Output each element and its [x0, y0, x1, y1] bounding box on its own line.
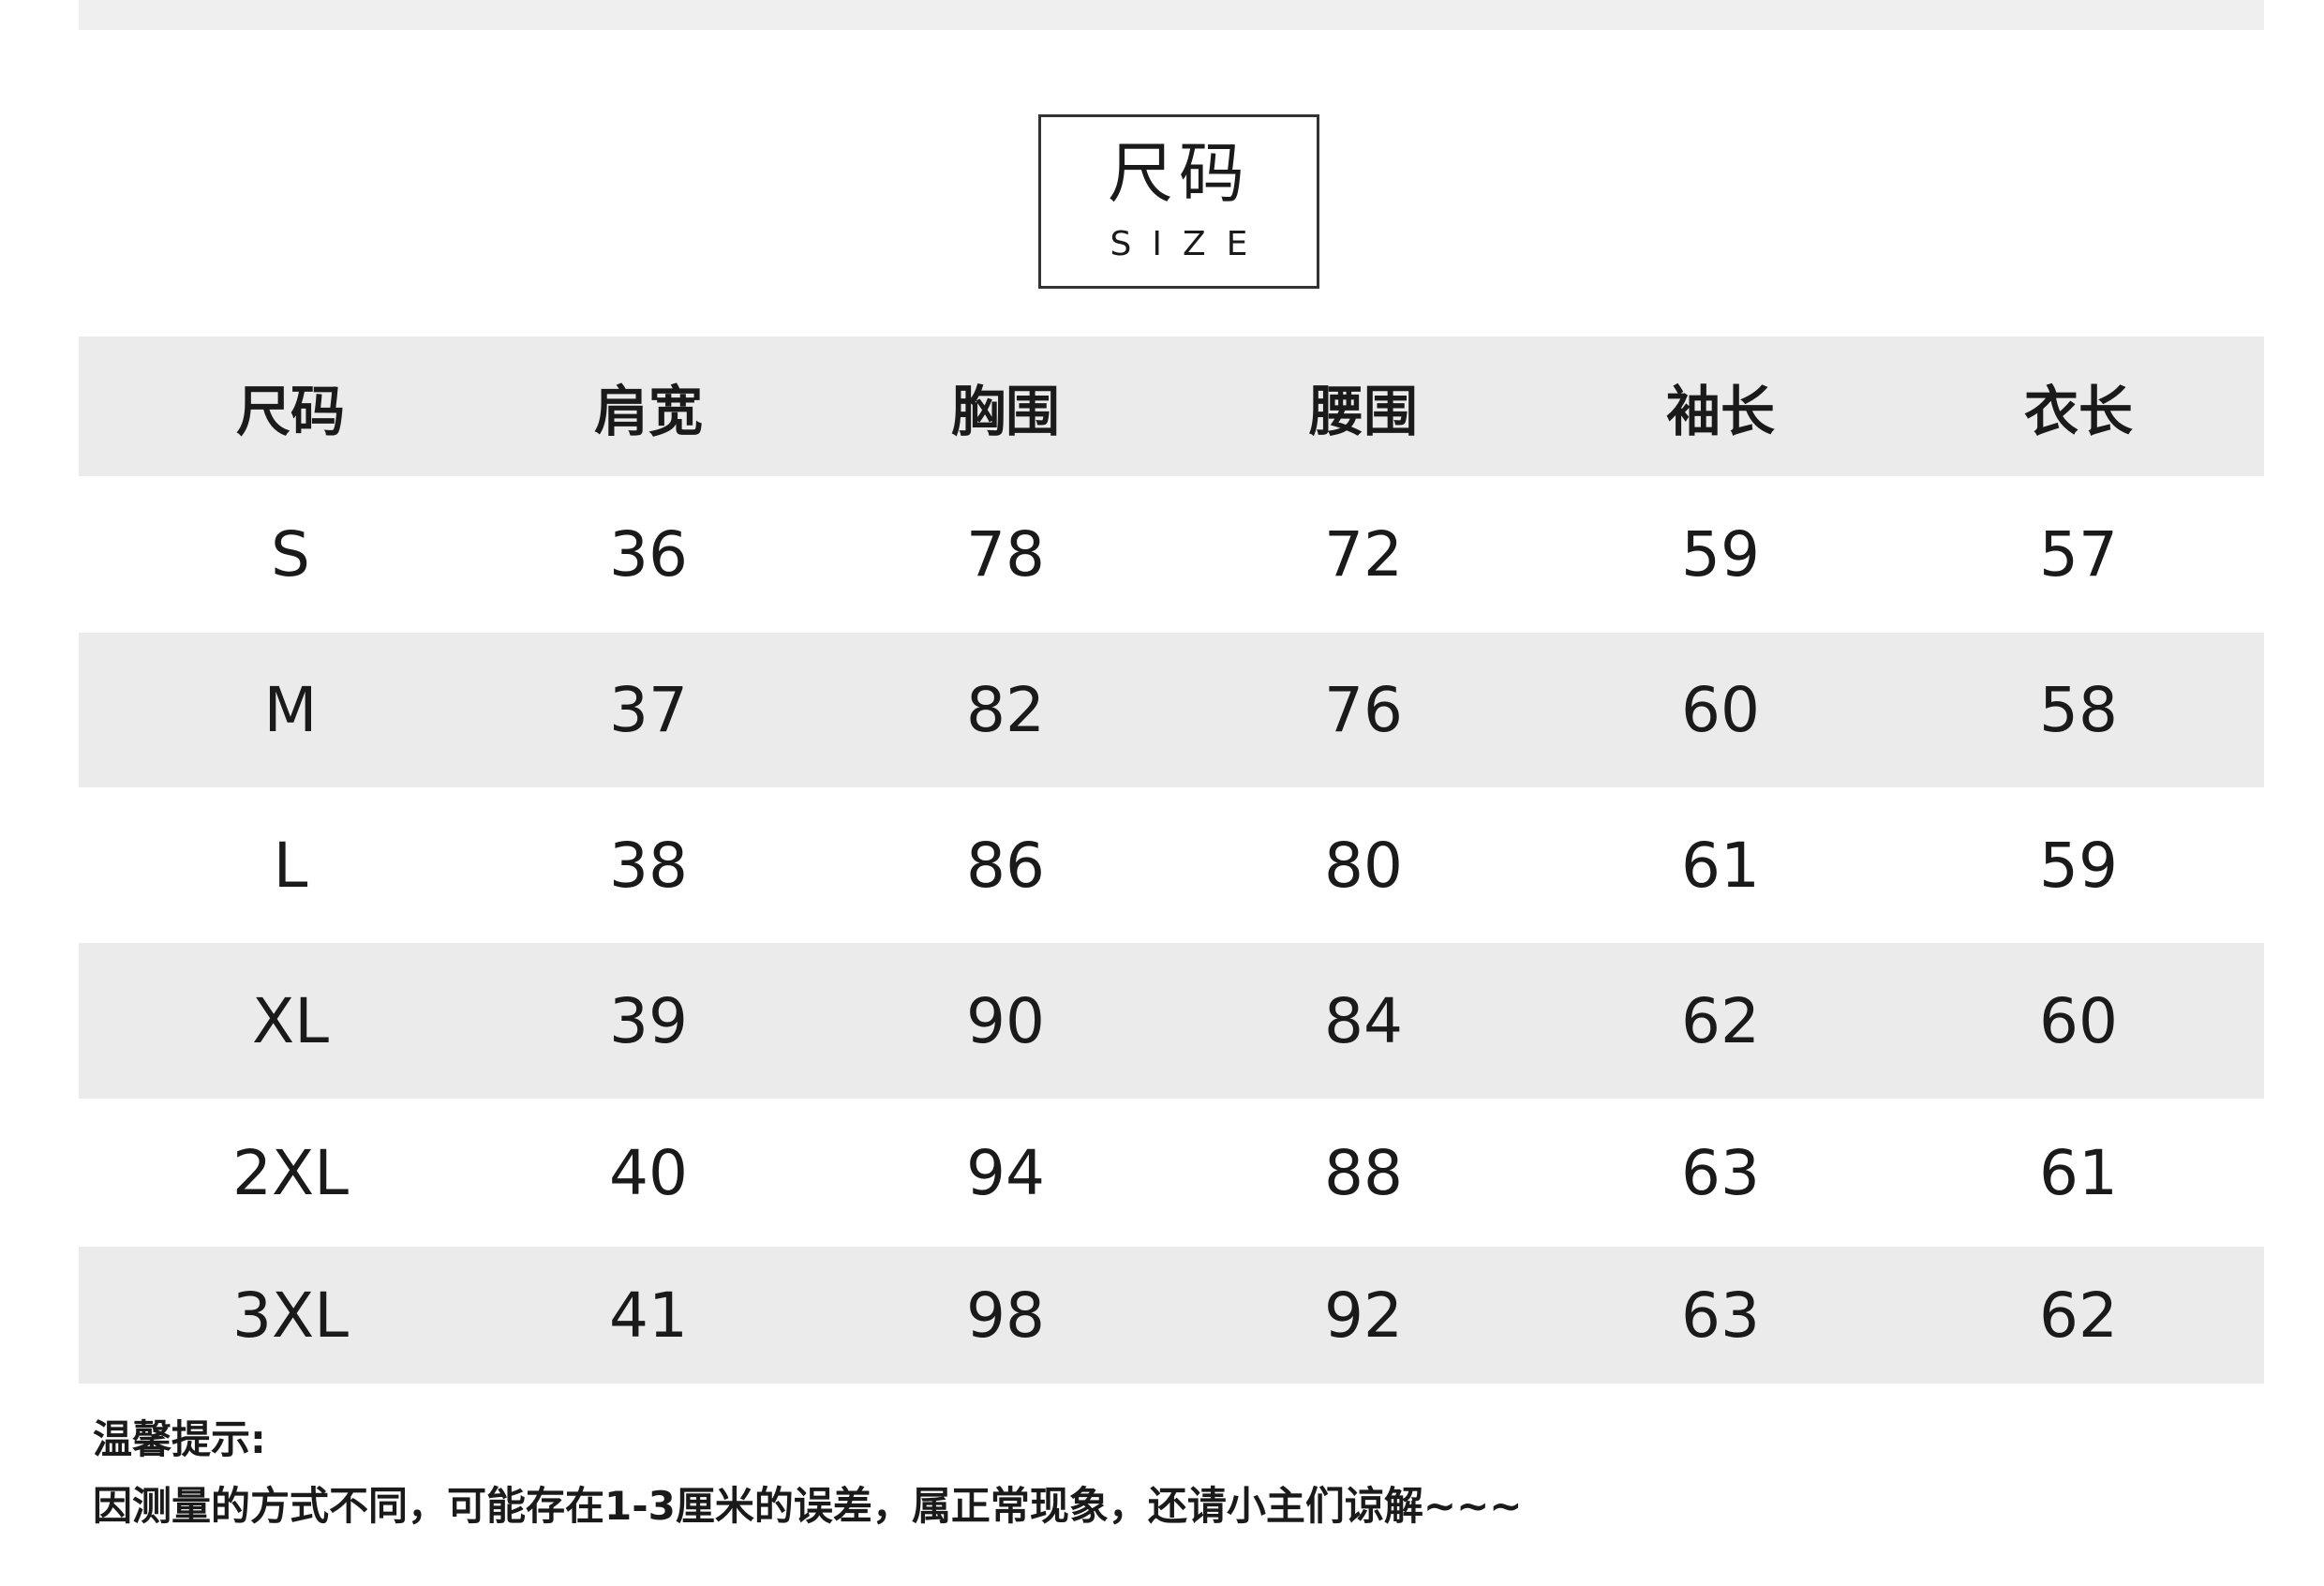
top-divider-band — [79, 0, 2264, 30]
table-cell: 62 — [2039, 1279, 2118, 1352]
table-cell: 63 — [1681, 1279, 1760, 1352]
column-header: 腰围 — [1308, 379, 1418, 443]
table-cell: 60 — [2039, 984, 2118, 1057]
table-cell: 61 — [2039, 1136, 2118, 1209]
table-cell: 92 — [1324, 1279, 1403, 1352]
table-cell: XL — [252, 984, 329, 1057]
table-cell: 82 — [966, 674, 1045, 746]
table-cell: 90 — [966, 984, 1045, 1057]
table-cell: L — [273, 829, 308, 902]
table-cell: 86 — [966, 829, 1045, 902]
table-row: 2XL 40 94 88 63 61 — [79, 1099, 2264, 1247]
table-cell: 98 — [966, 1279, 1045, 1352]
table-cell: 63 — [1681, 1136, 1760, 1209]
column-header: 肩宽 — [593, 379, 703, 443]
title-english: SIZE — [1110, 225, 1269, 263]
column-header: 胸围 — [950, 379, 1060, 443]
table-cell: 88 — [1324, 1136, 1403, 1209]
table-cell: 37 — [609, 674, 688, 746]
table-cell: 94 — [966, 1136, 1045, 1209]
table-cell: M — [263, 674, 318, 746]
table-cell: 58 — [2039, 674, 2118, 746]
table-cell: 57 — [2039, 518, 2118, 591]
table-cell: 76 — [1324, 674, 1403, 746]
table-cell: 84 — [1324, 984, 1403, 1057]
table-cell: 41 — [609, 1279, 688, 1352]
table-cell: 40 — [609, 1136, 688, 1209]
table-cell: 60 — [1681, 674, 1760, 746]
table-row: S 36 78 72 59 57 — [79, 476, 2264, 633]
column-header: 袖长 — [1665, 379, 1775, 443]
table-cell: 80 — [1324, 829, 1403, 902]
table-header-row: 尺码 肩宽 胸围 腰围 袖长 衣长 — [79, 337, 2264, 476]
table-cell: 72 — [1324, 518, 1403, 591]
size-title-box: 尺码 SIZE — [1038, 114, 1319, 289]
table-cell: 3XL — [232, 1279, 349, 1352]
column-header: 衣长 — [2023, 379, 2133, 443]
title-chinese: 尺码 — [1108, 135, 1250, 212]
table-row: 3XL 41 98 92 63 62 — [79, 1247, 2264, 1384]
notes-heading: 温馨提示: — [93, 1416, 266, 1462]
table-row: L 38 86 80 61 59 — [79, 787, 2264, 943]
notes-body: 因测量的方式不同，可能存在1-3厘米的误差，属正常现象，还请小主们谅解~~~ — [93, 1483, 1523, 1529]
table-cell: 61 — [1681, 829, 1760, 902]
table-cell: S — [271, 518, 310, 591]
table-cell: 62 — [1681, 984, 1760, 1057]
table-cell: 78 — [966, 518, 1045, 591]
table-cell: 38 — [609, 829, 688, 902]
table-row: M 37 82 76 60 58 — [79, 633, 2264, 787]
table-cell: 2XL — [232, 1136, 349, 1209]
table-cell: 39 — [609, 984, 688, 1057]
table-cell: 59 — [1681, 518, 1760, 591]
table-cell: 59 — [2039, 829, 2118, 902]
table-row: XL 39 90 84 62 60 — [79, 943, 2264, 1099]
column-header: 尺码 — [235, 379, 345, 443]
table-cell: 36 — [609, 518, 688, 591]
